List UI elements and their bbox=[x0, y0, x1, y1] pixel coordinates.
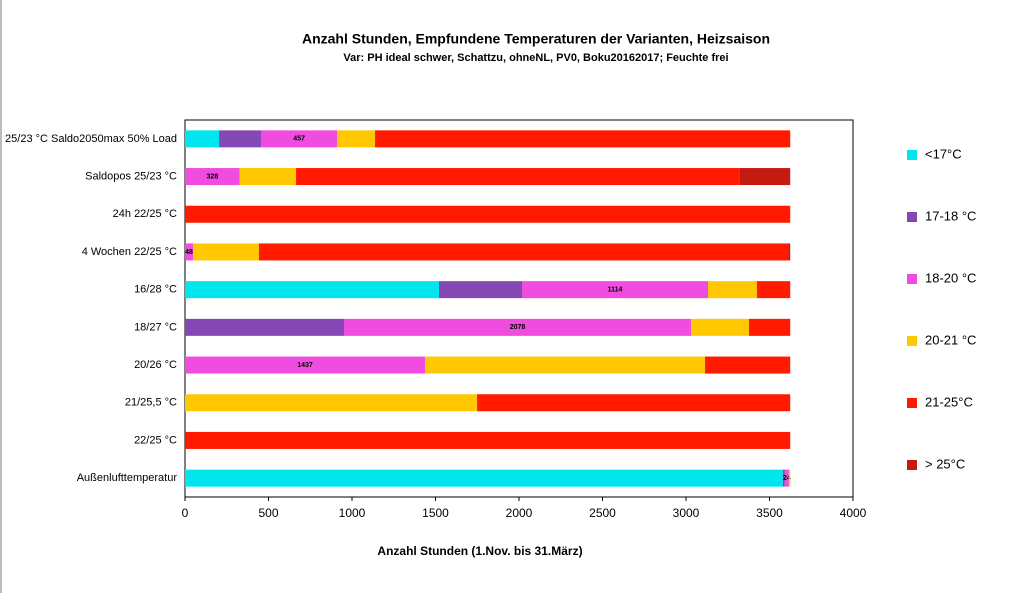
y-tick-label: Saldopos 25/23 °C bbox=[85, 170, 177, 182]
bar-segment bbox=[439, 281, 523, 299]
bar-segment bbox=[784, 469, 789, 487]
x-tick-label: 500 bbox=[258, 506, 278, 520]
bar-segment bbox=[708, 281, 757, 299]
x-tick-label: 3500 bbox=[756, 506, 783, 520]
bar-segment bbox=[343, 318, 692, 336]
bar-segment bbox=[782, 469, 785, 487]
legend-label: 20-21 °C bbox=[925, 332, 976, 347]
y-tick-label: 16/28 °C bbox=[134, 284, 177, 296]
chart-title: Anzahl Stunden, Empfundene Temperaturen … bbox=[302, 31, 770, 47]
bar-segment bbox=[185, 205, 791, 223]
y-tick-label: 21/25,5 °C bbox=[125, 397, 177, 409]
y-tick-label: 4 Wochen 22/25 °C bbox=[82, 246, 177, 258]
bar-segment bbox=[219, 130, 261, 148]
bar-segment bbox=[185, 394, 478, 412]
bar-segment bbox=[337, 130, 376, 148]
bar-segment bbox=[748, 318, 791, 336]
bar-segment bbox=[185, 281, 440, 299]
legend-swatch bbox=[907, 274, 917, 284]
y-tick-label: 25/23 °C Saldo2050max 50% Load bbox=[5, 133, 177, 145]
bar-segment bbox=[296, 168, 740, 186]
x-axis-title: Anzahl Stunden (1.Nov. bis 31.März) bbox=[377, 544, 582, 558]
data-label: 24 bbox=[783, 475, 791, 482]
bar-segment bbox=[185, 431, 791, 449]
data-label: 1437 bbox=[297, 362, 313, 369]
x-tick-label: 1500 bbox=[422, 506, 449, 520]
legend-swatch bbox=[907, 398, 917, 408]
bar-segment bbox=[185, 130, 220, 148]
legend-label: <17°C bbox=[925, 146, 962, 161]
bar-segment bbox=[185, 356, 425, 374]
x-tick-label: 0 bbox=[182, 506, 189, 520]
y-tick-label: Außenlufttemperatur bbox=[77, 472, 178, 484]
data-label: 48 bbox=[185, 249, 193, 256]
data-label: 1114 bbox=[608, 286, 623, 293]
y-tick-label: 22/25 °C bbox=[134, 434, 177, 446]
y-tick-label: 18/27 °C bbox=[134, 321, 177, 333]
bar-segment bbox=[477, 394, 791, 412]
legend-label: 17-18 °C bbox=[925, 208, 976, 223]
bar-segment bbox=[193, 243, 259, 261]
bar-segment bbox=[375, 130, 791, 148]
bar-segment bbox=[788, 243, 791, 261]
bar-segment bbox=[258, 243, 789, 261]
legend-swatch bbox=[907, 150, 917, 160]
data-label: 457 bbox=[293, 136, 305, 143]
legend-swatch bbox=[907, 336, 917, 346]
bar-segment bbox=[788, 469, 791, 487]
bar-segment bbox=[739, 168, 791, 186]
bar-segment bbox=[522, 281, 709, 299]
bar-segment bbox=[705, 356, 791, 374]
x-tick-label: 4000 bbox=[840, 506, 867, 520]
bar-segment bbox=[185, 318, 344, 336]
y-tick-label: 24h 22/25 °C bbox=[113, 208, 177, 220]
legend-label: > 25°C bbox=[925, 456, 965, 471]
bar-segment bbox=[260, 130, 338, 148]
bar-segment bbox=[185, 469, 783, 487]
data-label: 2078 bbox=[510, 324, 526, 331]
bar-segment bbox=[239, 168, 297, 186]
x-tick-label: 1000 bbox=[339, 506, 366, 520]
data-label: 328 bbox=[207, 173, 219, 180]
legend-swatch bbox=[907, 460, 917, 470]
chart-subtitle: Var: PH ideal schwer, Schattzu, ohneNL, … bbox=[343, 52, 728, 64]
bar-segment bbox=[185, 168, 240, 186]
x-tick-label: 2500 bbox=[589, 506, 616, 520]
x-tick-label: 3000 bbox=[673, 506, 700, 520]
legend-label: 21-25°C bbox=[925, 394, 973, 409]
y-tick-label: 20/26 °C bbox=[134, 359, 177, 371]
legend-swatch bbox=[907, 212, 917, 222]
bar-segment bbox=[424, 356, 706, 374]
legend-label: 18-20 °C bbox=[925, 270, 976, 285]
bar-segment bbox=[756, 281, 791, 299]
x-tick-label: 2000 bbox=[506, 506, 533, 520]
bar-segment bbox=[691, 318, 749, 336]
bar-segment bbox=[185, 243, 194, 261]
